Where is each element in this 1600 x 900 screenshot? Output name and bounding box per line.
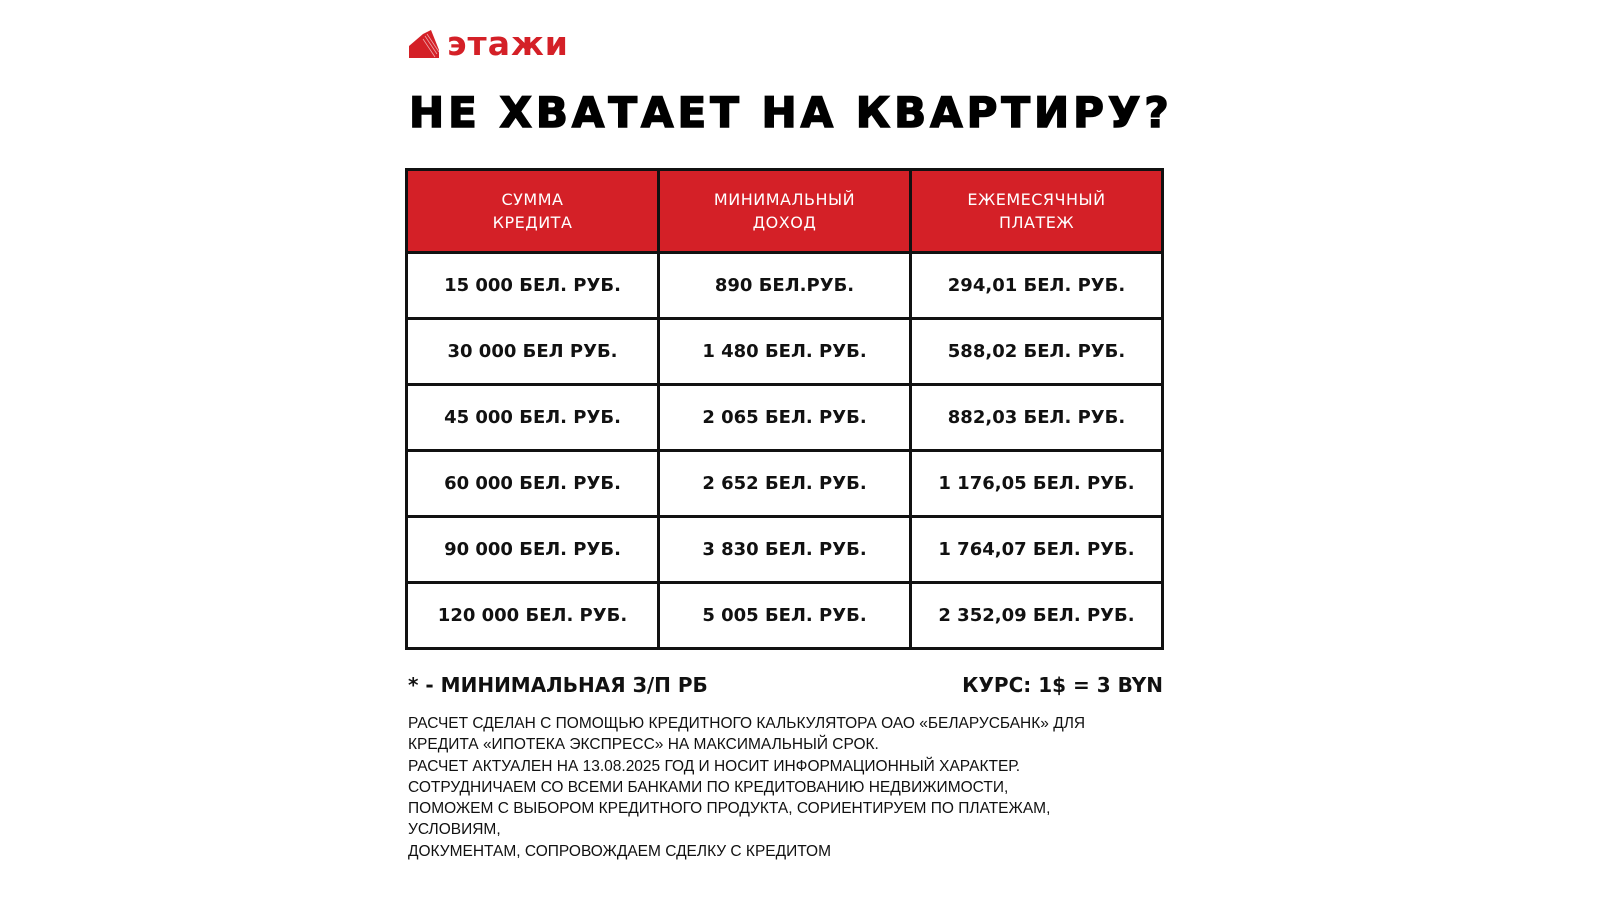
loan-amount-cell: 120 000 БЕЛ. РУБ. [405, 581, 660, 650]
header-monthly-payment: ЕЖЕМЕСЯЧНЫЙ ПЛАТЕЖ [909, 168, 1164, 254]
building-logo-icon [409, 30, 439, 58]
min-wage-note: * - МИНИМАЛЬНАЯ З/П РБ [408, 673, 708, 697]
table-row: 120 000 БЕЛ. РУБ. 5 005 БЕЛ. РУБ. 2 352,09… [405, 581, 1164, 650]
table-row: 30 000 БЕЛ РУБ. 1 480 БЕЛ. РУБ. 588,02 БЕЛ… [405, 317, 1164, 386]
table-row: 60 000 БЕЛ. РУБ. 2 652 БЕЛ. РУБ. 1 176,05 … [405, 449, 1164, 518]
min-income-cell: 2 652 БЕЛ. РУБ. [657, 449, 912, 518]
disclaimer-line: РАСЧЕТ СДЕЛАН С ПОМОЩЬЮ КРЕДИТНОГО КАЛЬК… [408, 715, 1086, 732]
min-income-cell: 5 005 БЕЛ. РУБ. [657, 581, 912, 650]
disclaimer-line: УСЛОВИЯМ, [408, 821, 501, 839]
min-income-cell: 890 БЕЛ.РУБ. [657, 251, 912, 320]
monthly-payment-cell: 588,02 БЕЛ. РУБ. [909, 317, 1164, 386]
table-row: 45 000 БЕЛ. РУБ. 2 065 БЕЛ. РУБ. 882,03 БЕ… [405, 383, 1164, 452]
loan-amount-cell: 60 000 БЕЛ. РУБ. [405, 449, 660, 518]
loan-amount-cell: 15 000 БЕЛ. РУБ. [405, 251, 660, 320]
table-row: 15 000 БЕЛ. РУБ. 890 БЕЛ.РУБ. 294,01 БЕЛ. … [405, 251, 1164, 320]
min-income-cell: 1 480 БЕЛ. РУБ. [657, 317, 912, 386]
disclaimer-line: ДОКУМЕНТАМ, СОПРОВОЖДАЕМ СДЕЛКУ С КРЕДИТ… [408, 842, 832, 860]
monthly-payment-cell: 2 352,09 БЕЛ. РУБ. [909, 581, 1164, 650]
loan-amount-cell: 45 000 БЕЛ. РУБ. [405, 383, 660, 452]
page-title: НЕ ХВАТАЕТ НА КВАРТИРУ? [408, 87, 1173, 138]
table-row: 90 000 БЕЛ. РУБ. 3 830 БЕЛ. РУБ. 1 764,07 … [405, 515, 1164, 584]
loan-amount-cell: 30 000 БЕЛ РУБ. [405, 317, 660, 386]
min-income-cell: 2 065 БЕЛ. РУБ. [657, 383, 912, 452]
disclaimer-line: ПОМОЖЕМ С ВЫБОРОМ КРЕДИТНОГО ПРОДУКТА, С… [408, 800, 1051, 818]
brand-logo: этажи [409, 26, 569, 62]
disclaimer-line: КРЕДИТА «ИПОТЕКА ЭКСПРЕСС» НА МАКСИМАЛЬН… [408, 736, 879, 754]
monthly-payment-cell: 1 764,07 БЕЛ. РУБ. [909, 515, 1164, 584]
disclaimer-line: РАСЧЕТ АКТУАЛЕН НА 13.08.2025 ГОД И НОСИ… [408, 757, 1021, 775]
min-income-cell: 3 830 БЕЛ. РУБ. [657, 515, 912, 584]
header-min-income: МИНИМАЛЬНЫЙ ДОХОД [657, 168, 912, 254]
loan-amount-cell: 90 000 БЕЛ. РУБ. [405, 515, 660, 584]
table-header-row: СУММА КРЕДИТА МИНИМАЛЬНЫЙ ДОХОД ЕЖЕМЕСЯЧНЫ… [405, 168, 1164, 254]
loan-table: СУММА КРЕДИТА МИНИМАЛЬНЫЙ ДОХОД ЕЖЕМЕСЯЧНЫ… [405, 168, 1164, 650]
monthly-payment-cell: 294,01 БЕЛ. РУБ. [909, 251, 1164, 320]
exchange-rate-note: КУРС: 1$ = 3 BYN [962, 673, 1163, 697]
header-loan-amount: СУММА КРЕДИТА [405, 168, 660, 254]
monthly-payment-cell: 1 176,05 БЕЛ. РУБ. [909, 449, 1164, 518]
disclaimer-text: РАСЧЕТ СДЕЛАН С ПОМОЩЬЮ КРЕДИТНОГО КАЛЬК… [408, 713, 1168, 862]
brand-name: этажи [447, 24, 569, 63]
monthly-payment-cell: 882,03 БЕЛ. РУБ. [909, 383, 1164, 452]
disclaimer-line: СОТРУДНИЧАЕМ СО ВСЕМИ БАНКАМИ ПО КРЕДИТО… [408, 778, 1009, 796]
